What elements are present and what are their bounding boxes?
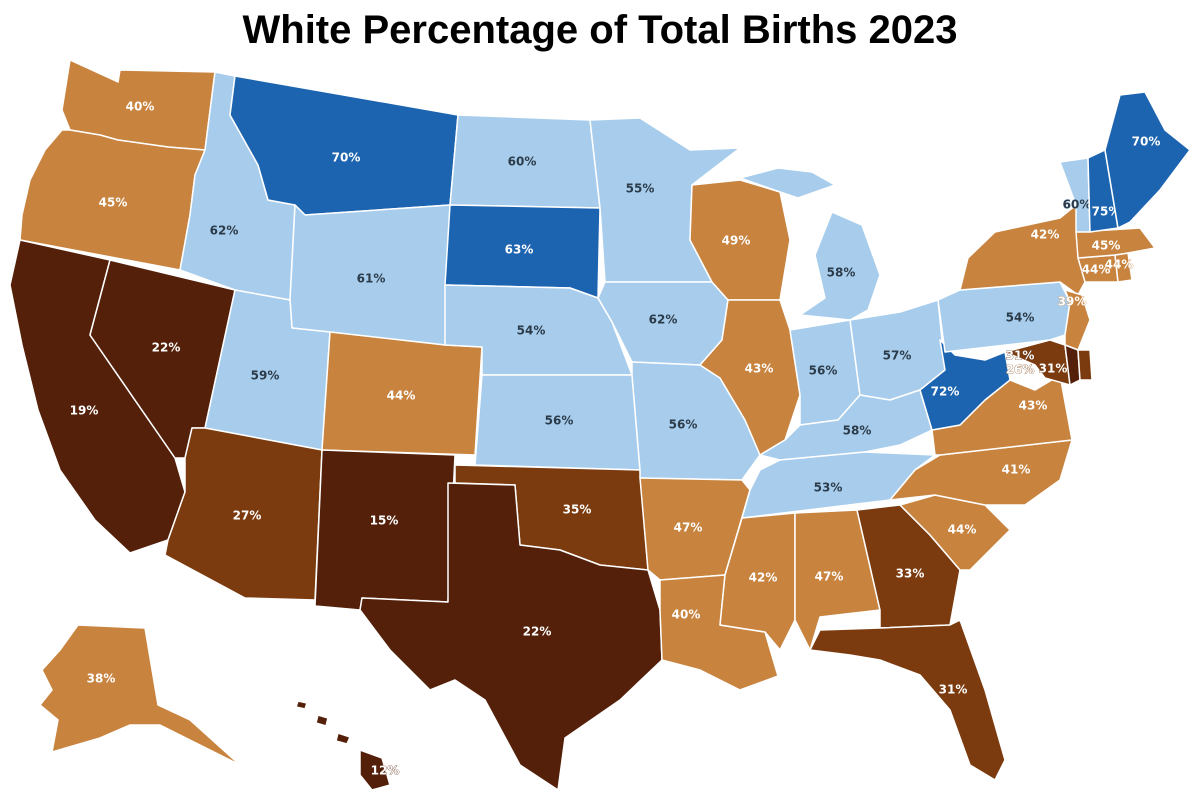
state-sd-label: 63% [505,243,534,257]
state-nm [314,449,456,611]
state-tn-label: 53% [814,481,843,495]
state-ne-label: 54% [517,324,546,338]
state-dc [1077,349,1093,381]
state-nc [889,439,1073,506]
state-co-label: 44% [387,389,416,403]
state-id-label: 62% [210,224,239,238]
state-la-label: 40% [672,608,701,622]
state-wa-label: 40% [126,100,155,114]
state-fl-label: 31% [939,683,968,697]
state-nj-label: 39% [1058,295,1087,309]
state-hi-label: 12% [371,764,400,778]
state-az-label: 27% [233,509,262,523]
state-wv-label: 72% [931,385,960,399]
state-vt [1059,157,1091,233]
state-mo-label: 56% [669,418,698,432]
state-ks-label: 56% [545,414,574,428]
state-me [1104,91,1191,229]
state-wy-label: 61% [357,272,386,286]
state-vt-label: 60% [1063,198,1092,212]
map-title: White Percentage of Total Births 2023 [242,8,958,52]
state-ar-label: 47% [674,521,703,535]
state-in-label: 56% [809,364,838,378]
state-ny-label: 42% [1031,228,1060,242]
state-wi-label: 49% [722,234,751,248]
state-ri-label: 44% [1105,258,1134,272]
state-dc-label: 31% [1039,362,1068,376]
state-fl [809,619,1006,781]
state-va-label: 43% [1019,399,1048,413]
state-ca-label: 19% [70,404,99,418]
state-pa-label: 54% [1006,311,1035,325]
state-nv-label: 22% [152,341,181,355]
state-nd-label: 60% [508,155,537,169]
state-mt-label: 70% [332,151,361,165]
state-ga-label: 33% [896,567,925,581]
state-ma-label: 45% [1092,239,1121,253]
state-ms-label: 42% [749,571,778,585]
state-ut-label: 59% [251,369,280,383]
state-or-label: 45% [99,196,128,210]
state-ia-label: 62% [649,313,678,327]
state-ny [959,204,1086,296]
state-ok-label: 35% [563,503,592,517]
state-ak [39,624,241,766]
state-nm-label: 15% [370,514,399,528]
state-oh-label: 57% [883,349,912,363]
state-tx [359,482,663,791]
state-nh-label: 75% [1092,205,1121,219]
state-ky-label: 58% [843,424,872,438]
state-mi-label: 58% [827,266,856,280]
state-sc-label: 44% [948,523,977,537]
state-me-label: 70% [1132,135,1161,149]
state-ct-label: 44% [1082,263,1111,277]
state-ma [1075,227,1156,259]
state-mn-label: 55% [626,182,655,196]
state-nc-label: 41% [1002,463,1031,477]
state-al-label: 47% [815,570,844,584]
state-mi [739,167,881,321]
state-ak-label: 38% [87,672,116,686]
state-de-label: 31% [1006,349,1035,363]
state-co [321,331,483,456]
state-il-label: 43% [745,362,774,376]
state-hi [295,700,391,791]
state-md-label: 26% [1006,363,1035,377]
state-tx-label: 22% [523,625,552,639]
